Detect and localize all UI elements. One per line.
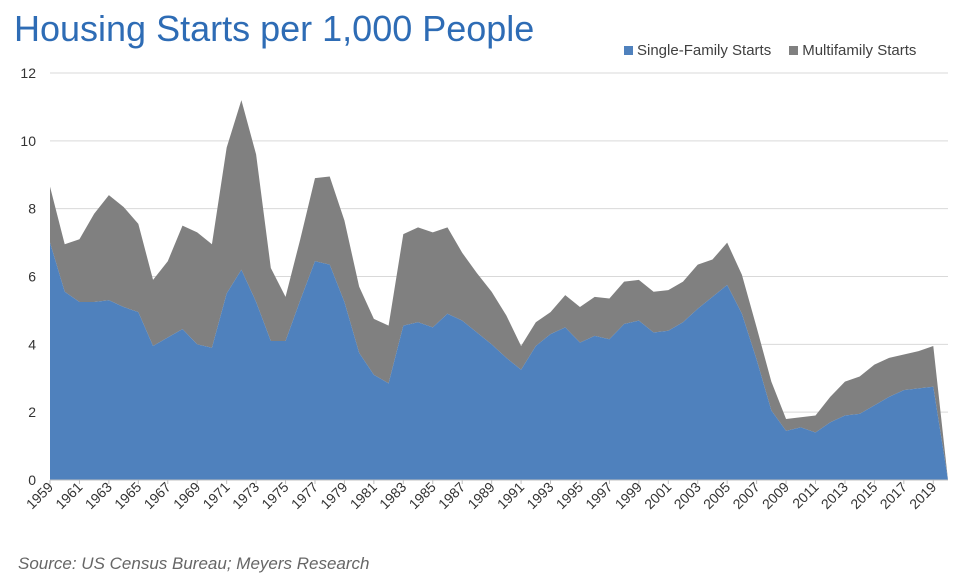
x-tick-label: 2007: [729, 479, 762, 512]
series-area-single-family: [50, 242, 948, 480]
y-tick-label: 4: [28, 336, 36, 352]
y-tick-label: 10: [20, 133, 36, 149]
x-tick-label: 2001: [641, 479, 674, 512]
x-tick-label: 1985: [406, 479, 439, 512]
x-tick-label: 2015: [847, 479, 880, 512]
x-tick-label: 1973: [229, 479, 262, 512]
x-tick-label: 1993: [523, 479, 556, 512]
legend-label-multifamily: Multifamily Starts: [802, 42, 917, 59]
y-tick-label: 8: [28, 201, 36, 217]
x-tick-label: 1983: [376, 479, 409, 512]
y-tick-label: 2: [28, 404, 36, 420]
x-tick-label: 1971: [199, 479, 232, 512]
chart-title: Housing Starts per 1,000 People: [14, 8, 535, 49]
x-tick-label: 1975: [258, 479, 291, 512]
x-tick-label: 2005: [700, 479, 733, 512]
x-tick-label: 2013: [818, 479, 851, 512]
x-tick-label: 1977: [288, 479, 321, 512]
x-tick-label: 2009: [759, 479, 792, 512]
x-tick-label: 1991: [494, 479, 527, 512]
x-tick-label: 2019: [906, 479, 939, 512]
x-tick-label: 1979: [317, 479, 350, 512]
x-tick-label: 1981: [347, 479, 380, 512]
x-tick-label: 1969: [170, 479, 203, 512]
legend-item-multifamily: Multifamily Starts: [789, 42, 916, 59]
x-tick-label: 2017: [877, 479, 910, 512]
legend-swatch-multifamily: [789, 46, 799, 55]
y-axis-ticks: 0 2 4 6 8 10 12: [20, 65, 36, 488]
area-series: [50, 100, 948, 480]
y-tick-label: 6: [28, 269, 36, 285]
x-tick-label: 1961: [52, 479, 85, 512]
x-tick-label: 1999: [612, 479, 645, 512]
legend-swatch-single-family: [624, 46, 633, 55]
x-tick-label: 2011: [789, 479, 822, 512]
x-axis-ticks: 1959196119631965196719691971197319751977…: [23, 479, 940, 512]
legend-item-single-family: Single-Family Starts: [624, 42, 771, 59]
legend-label-single-family: Single-Family Starts: [637, 42, 772, 59]
x-tick-label: 1963: [82, 479, 115, 512]
x-tick-label: 1995: [553, 479, 586, 512]
x-tick-label: 1997: [582, 479, 615, 512]
legend: Single-Family Starts Multifamily Starts: [624, 42, 916, 59]
x-tick-label: 1989: [464, 479, 497, 512]
x-tick-label: 2003: [671, 479, 704, 512]
source-note: Source: US Census Bureau; Meyers Researc…: [18, 554, 370, 573]
x-tick-label: 1967: [141, 479, 174, 512]
x-tick-label: 1987: [435, 479, 468, 512]
x-tick-label: 1965: [111, 479, 144, 512]
y-tick-label: 12: [20, 65, 36, 81]
y-tick-label: 0: [28, 472, 36, 488]
